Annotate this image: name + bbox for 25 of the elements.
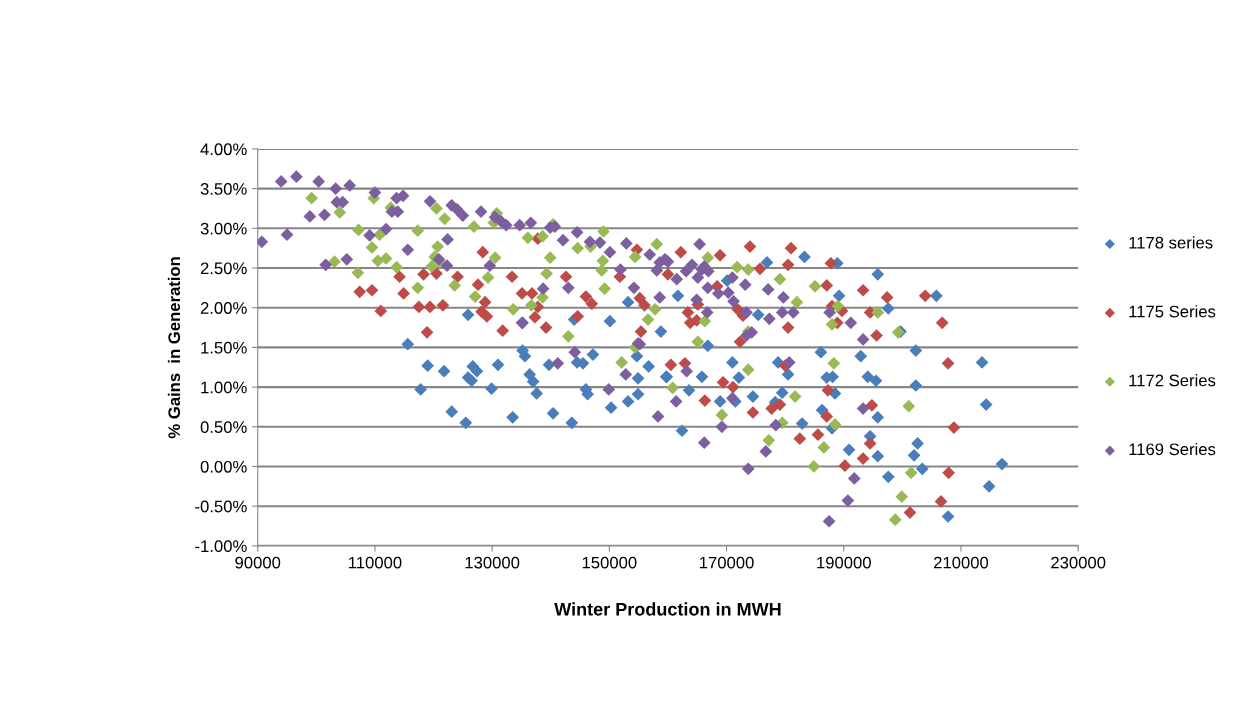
y-tick-label: 1.50% (201, 341, 247, 354)
x-tick-label: 110000 (349, 556, 402, 569)
x-tick-label: 230000 (1051, 556, 1106, 569)
legend-label: 1175 Series (1129, 305, 1216, 318)
y-tick-label: -1.00% (195, 540, 247, 553)
y-tick-label: 3.50% (200, 183, 247, 195)
y-axis-title: % Gains in Generation (167, 257, 181, 439)
x-tick-label: 130000 (465, 556, 520, 569)
legend-label: 1172 Series (1129, 374, 1216, 387)
y-tick-label: 4.00% (200, 143, 247, 156)
x-tick-label: 190000 (817, 556, 871, 569)
legend-label: 1169 Series (1129, 442, 1216, 456)
y-tick-label: 3.00% (200, 222, 247, 235)
y-tick-label: -0.50% (195, 500, 247, 513)
legend-label: 1178 series (1129, 236, 1213, 249)
y-tick-label: 0.00% (200, 460, 247, 473)
x-tick-label: 90000 (235, 556, 281, 569)
x-axis-title: Winter Production in MWH (554, 602, 781, 616)
x-tick-label: 170000 (700, 556, 754, 569)
y-tick-label: 2.50% (200, 262, 247, 275)
x-tick-label: 210000 (934, 556, 989, 569)
y-tick-label: 2.00% (200, 302, 247, 314)
y-tick-label: 1.00% (201, 381, 247, 394)
y-tick-label: 0.50% (200, 421, 247, 433)
x-tick-label: 150000 (582, 556, 637, 569)
